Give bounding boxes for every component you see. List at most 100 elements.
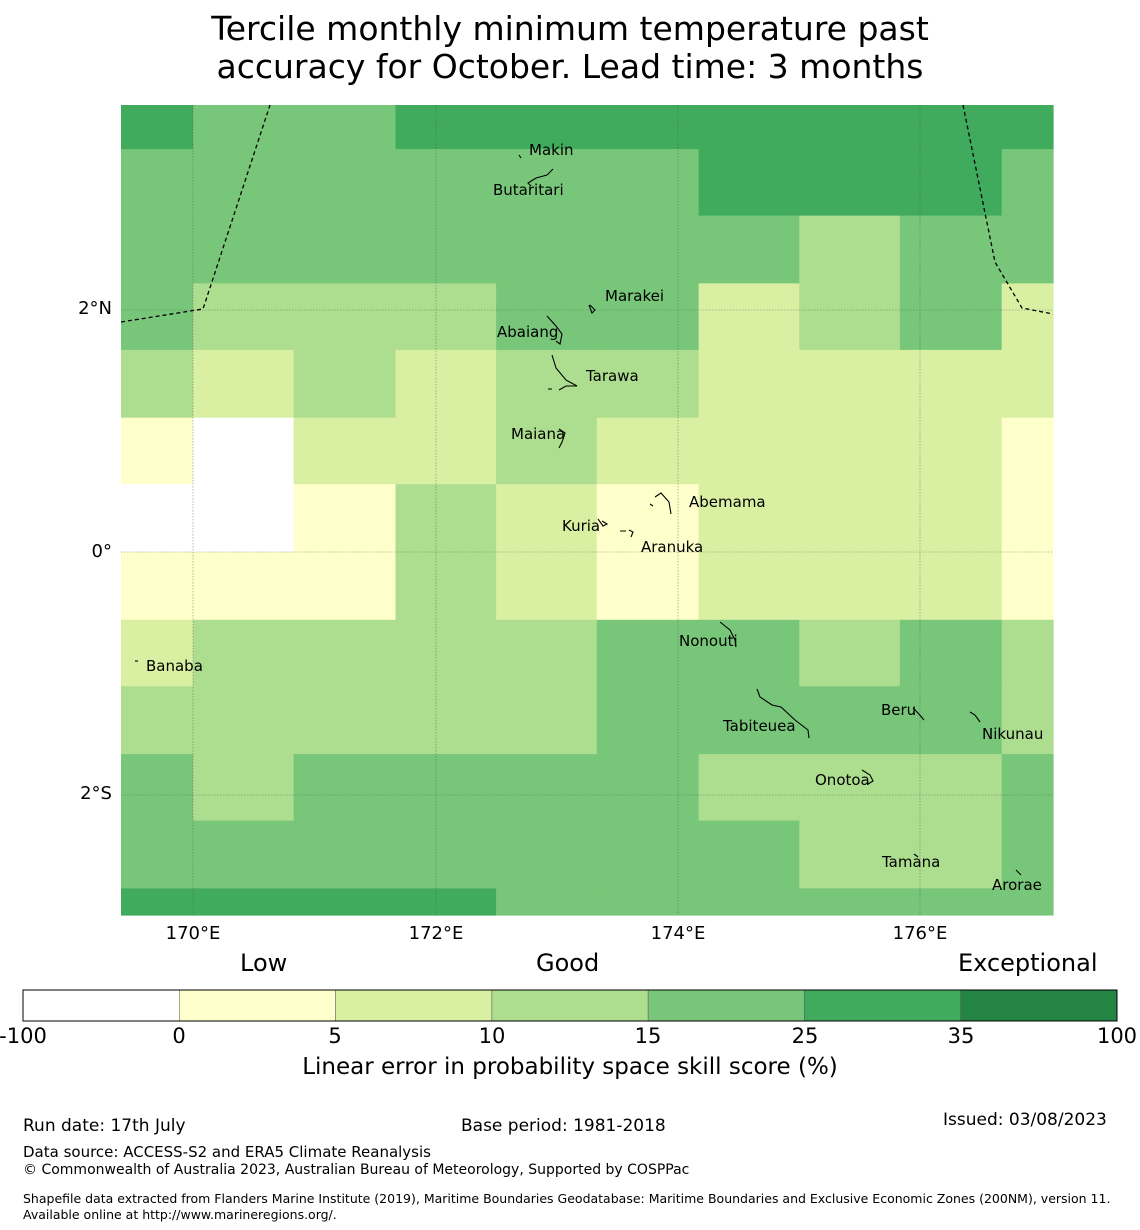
grid-cell [698,149,800,217]
colorbar-segment [647,989,805,1022]
grid-cell [395,105,497,150]
grid-cell [395,417,497,485]
island-label-beru: Beru [881,701,917,719]
grid-cell [698,215,800,284]
grid-cell [596,349,700,419]
grid-cell [596,105,700,150]
grid-cell [395,215,497,284]
grid-cell [698,754,800,822]
island-label-tarawa: Tarawa [586,367,639,385]
grid-cell [899,149,1003,217]
island-label-abaiang: Abaiang [497,323,559,341]
grid-cell [698,686,800,755]
grid-cell [799,754,901,822]
grid-cell [293,754,396,822]
grid-cell [1001,820,1054,889]
data-source: Data source: ACCESS-S2 and ERA5 Climate … [23,1143,431,1161]
grid-cell [799,283,901,351]
makin-shape [518,154,522,159]
grid-cell [496,754,598,822]
skill-grid [121,105,1054,916]
colorbar-tick-3: 10 [478,1024,506,1048]
grid-cell [121,619,194,687]
grid-cell [121,888,194,916]
grid-cell [293,484,396,553]
abemama-shape [649,492,672,515]
grid-cell [193,215,295,284]
grid-cell [698,349,800,419]
shapefile-credit: Shapefile data extracted from Flanders M… [23,1191,1111,1222]
grid-cell [799,105,901,150]
marakei-shape [588,304,596,314]
graticule [121,105,1053,915]
island-label-nonouti: Nonouti [679,632,738,650]
beru-shape [912,707,925,721]
legend-category-low: Low [240,949,288,977]
island-label-abemama: Abemama [689,493,766,511]
grid-cell [293,215,396,284]
grid-cell [293,552,396,621]
lat-label-2n: 2°N [78,298,112,319]
title-line-2: accuracy for October. Lead time: 3 month… [216,47,924,86]
copyright-notice: © Commonwealth of Australia 2023, Austra… [23,1162,690,1178]
grid-cell [1001,417,1054,485]
grid-cell [698,619,800,687]
grid-cell [193,105,295,150]
grid-cell [395,552,497,621]
grid-cell [395,349,497,419]
grid-cell [596,619,700,687]
grid-cell [1001,149,1054,217]
grid-cell [698,484,800,553]
colorbar-tick-6: 35 [947,1024,975,1048]
grid-cell [799,149,901,217]
grid-cell [799,552,901,621]
grid-cell [293,888,396,916]
eez-boundary-west [120,104,271,323]
grid-cell [193,552,295,621]
grid-cell [293,283,396,351]
grid-cell [899,484,1003,553]
grid-cell [496,552,598,621]
grid-cell [799,888,901,916]
grid-cell [395,754,497,822]
maiana-shape [558,428,566,449]
grid-cell [899,105,1003,150]
grid-cell [1001,754,1054,822]
grid-cell [799,215,901,284]
grid-cell [193,619,295,687]
lon-label-174e: 174°E [650,923,706,944]
colorbar-tick-5: 25 [791,1024,819,1048]
grid-cell [496,484,598,553]
colorbar-tick-1: 0 [172,1024,186,1048]
lon-label-176e: 176°E [892,923,948,944]
grid-cell [395,820,497,889]
colorbar-tick-4: 15 [634,1024,662,1048]
lat-label-2s: 2°S [80,783,112,804]
grid-cell [193,149,295,217]
colorbar-segment [804,989,961,1022]
grid-cell [899,888,1003,916]
grid-cell [1001,283,1054,351]
grid-cell [496,820,598,889]
grid-cell [698,820,800,889]
grid-cell [121,754,194,822]
aranuka-shape [620,529,634,538]
grid-cell [496,349,598,419]
grid-cell [1001,888,1054,916]
island-label-butaritari: Butaritari [493,181,564,199]
lon-label-172e: 172°E [408,923,464,944]
butaritari-shape [527,168,554,187]
grid-cell [193,754,295,822]
grid-cell [1001,686,1054,755]
grid-cell [899,552,1003,621]
grid-cell [698,552,800,621]
colorbar-tick-7: 100 [1096,1024,1138,1048]
grid-cell [899,619,1003,687]
island-label-banaba: Banaba [146,657,203,675]
grid-cell [293,619,396,687]
grid-cell [395,888,497,916]
colorbar-label: Linear error in probability space skill … [302,1054,838,1080]
issued-date: Issued: 03/08/2023 [943,1110,1107,1130]
island-coastlines [135,154,1022,876]
